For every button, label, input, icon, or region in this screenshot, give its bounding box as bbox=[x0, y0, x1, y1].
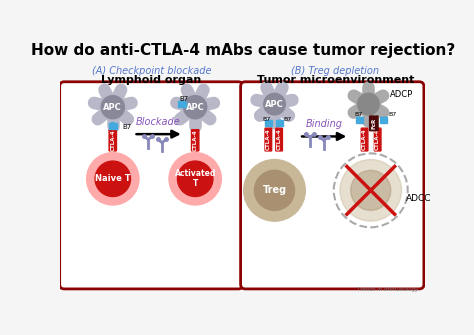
Circle shape bbox=[340, 159, 401, 221]
FancyBboxPatch shape bbox=[374, 128, 381, 151]
FancyBboxPatch shape bbox=[109, 130, 117, 151]
Polygon shape bbox=[276, 120, 283, 126]
Circle shape bbox=[264, 93, 285, 115]
Text: (B) Treg depletion: (B) Treg depletion bbox=[292, 66, 379, 76]
Text: APC: APC bbox=[186, 103, 205, 112]
Text: CTLA-4: CTLA-4 bbox=[277, 129, 282, 150]
Polygon shape bbox=[380, 117, 387, 123]
Text: B7: B7 bbox=[284, 117, 292, 122]
Text: B7: B7 bbox=[355, 112, 363, 117]
Text: CTLA-4: CTLA-4 bbox=[375, 129, 380, 150]
Circle shape bbox=[101, 95, 124, 119]
Polygon shape bbox=[278, 120, 282, 123]
Text: APC: APC bbox=[265, 99, 284, 109]
Polygon shape bbox=[109, 123, 117, 129]
Text: CTLA-4: CTLA-4 bbox=[362, 129, 367, 150]
Text: Lymphoid organ: Lymphoid organ bbox=[101, 75, 201, 85]
Circle shape bbox=[95, 161, 130, 197]
Text: (A) Checkpoint blockade: (A) Checkpoint blockade bbox=[91, 66, 211, 76]
Text: ADCC: ADCC bbox=[406, 194, 432, 203]
Circle shape bbox=[177, 161, 213, 197]
Text: Tumor microenvironment: Tumor microenvironment bbox=[256, 75, 414, 85]
Text: B7: B7 bbox=[179, 96, 188, 103]
Text: CTLA-4: CTLA-4 bbox=[266, 129, 271, 150]
Circle shape bbox=[244, 159, 305, 221]
Text: B7: B7 bbox=[262, 117, 271, 122]
Text: B7: B7 bbox=[389, 112, 397, 117]
FancyBboxPatch shape bbox=[276, 128, 283, 151]
Circle shape bbox=[358, 93, 379, 115]
Polygon shape bbox=[267, 120, 270, 123]
Polygon shape bbox=[265, 120, 272, 126]
Polygon shape bbox=[383, 117, 385, 120]
Text: ADCP: ADCP bbox=[390, 90, 413, 99]
Text: Treg: Treg bbox=[263, 185, 287, 195]
Text: FcR: FcR bbox=[371, 118, 376, 129]
FancyBboxPatch shape bbox=[60, 82, 243, 289]
Polygon shape bbox=[356, 117, 363, 123]
Text: How do anti-CTLA-4 mAbs cause tumor rejection?: How do anti-CTLA-4 mAbs cause tumor reje… bbox=[31, 43, 455, 58]
Circle shape bbox=[183, 95, 207, 119]
Circle shape bbox=[255, 170, 294, 210]
FancyBboxPatch shape bbox=[370, 116, 378, 131]
Text: CTLA-4: CTLA-4 bbox=[193, 130, 198, 151]
Text: Trends in Immunology: Trends in Immunology bbox=[357, 287, 419, 292]
Polygon shape bbox=[181, 101, 183, 104]
Circle shape bbox=[169, 153, 221, 205]
Text: Binding: Binding bbox=[305, 119, 342, 129]
Text: Activated
T: Activated T bbox=[174, 169, 216, 189]
Text: CTLA-4: CTLA-4 bbox=[110, 130, 115, 151]
Polygon shape bbox=[358, 117, 361, 120]
Text: APC: APC bbox=[103, 103, 122, 112]
FancyBboxPatch shape bbox=[265, 128, 272, 151]
FancyBboxPatch shape bbox=[241, 82, 424, 289]
Circle shape bbox=[87, 153, 139, 205]
Polygon shape bbox=[178, 101, 186, 107]
Text: Naive T: Naive T bbox=[95, 174, 131, 183]
Circle shape bbox=[351, 170, 391, 210]
Text: B7: B7 bbox=[122, 124, 131, 130]
FancyBboxPatch shape bbox=[361, 128, 368, 151]
Text: Blockade: Blockade bbox=[136, 117, 181, 127]
FancyBboxPatch shape bbox=[191, 130, 199, 151]
Polygon shape bbox=[111, 123, 114, 126]
